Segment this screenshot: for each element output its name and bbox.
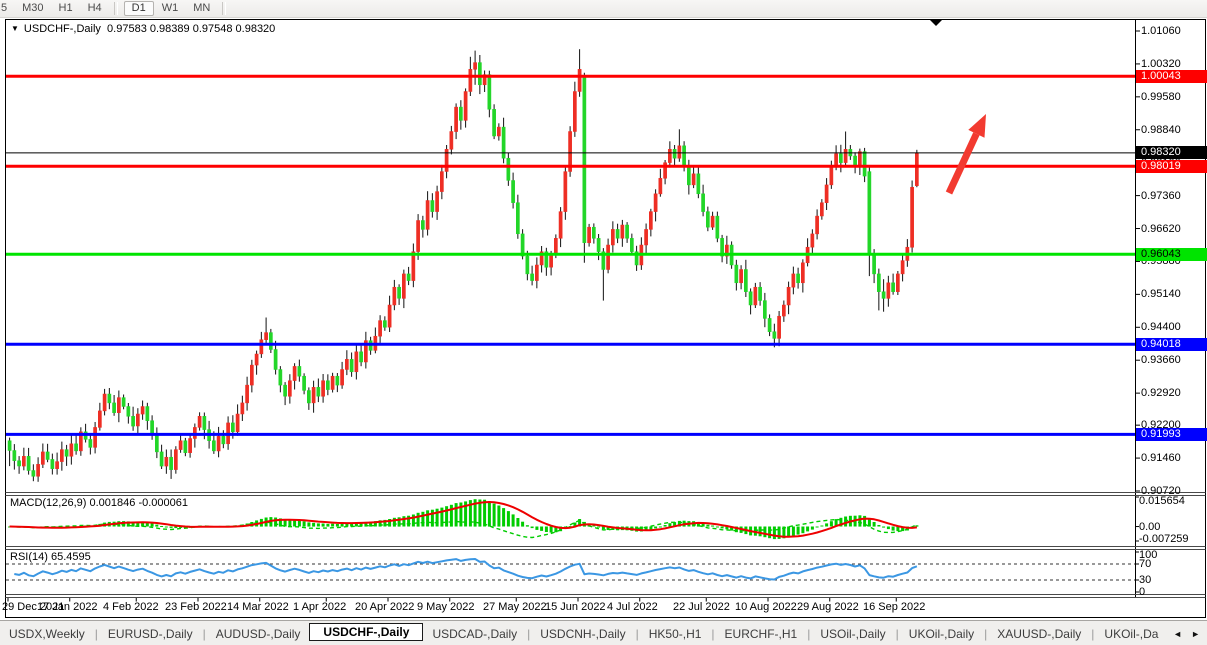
price-tick-label: 0.94400 — [1141, 321, 1181, 334]
price-tick-label: 0.92920 — [1141, 387, 1181, 400]
date-label: 20 Apr 2022 — [355, 601, 415, 613]
macd-signal-value: -0.000061 — [138, 497, 188, 509]
date-label: 29 Aug 2022 — [797, 601, 859, 613]
price-line-label-0.91993: 0.91993 — [1136, 428, 1207, 441]
tab-ukoil-da[interactable]: UKOil-,Da — [1104, 626, 1159, 641]
tab-usdcnh-daily[interactable]: USDCNH-,Daily — [540, 626, 626, 641]
chart-shift-marker[interactable] — [930, 20, 942, 26]
ohlc-high: 0.98389 — [149, 23, 190, 35]
timeframe-button-5[interactable]: 5 — [1, 2, 8, 14]
tab-scroll-buttons: ◄ ► — [1173, 629, 1207, 639]
ohlc-open: 0.97583 — [107, 23, 147, 35]
tab-eurchf-h1[interactable]: EURCHF-,H1 — [724, 626, 798, 641]
date-label: 15 Jun 2022 — [545, 601, 606, 613]
tab-separator: | — [1091, 626, 1095, 641]
price-tick-label: 0.93660 — [1141, 354, 1181, 367]
tab-xauusd-daily[interactable]: XAUUSD-,Daily — [997, 626, 1082, 641]
macd-name: MACD(12,26,9) — [10, 497, 87, 509]
symbol-dropdown-icon[interactable]: ▼ — [11, 24, 19, 33]
tab-scroll-right-icon[interactable]: ► — [1191, 628, 1200, 639]
tab-separator: | — [984, 626, 988, 641]
date-label: 1 Apr 2022 — [293, 601, 347, 613]
toolbar-separator — [113, 2, 118, 15]
tab-separator: | — [202, 626, 206, 641]
tab-audusd-daily[interactable]: AUDUSD-,Daily — [215, 626, 301, 641]
rsi-name: RSI(14) — [10, 551, 48, 563]
date-label: 16 Sep 2022 — [863, 601, 926, 613]
candles-layer[interactable] — [7, 49, 919, 482]
tab-separator: | — [807, 626, 811, 641]
price-tick-label: 0.96620 — [1141, 222, 1181, 235]
price-line-label-1.00043: 1.00043 — [1136, 70, 1207, 83]
macd-main-value: 0.001846 — [89, 497, 136, 509]
macd-osma-dashed-line — [9, 518, 918, 539]
price-tick-label: 1.01060 — [1141, 25, 1181, 37]
timeframe-button-mn[interactable]: MN — [193, 2, 211, 14]
price-line-label-0.96043: 0.96043 — [1136, 248, 1207, 261]
rsi-tick-30: 30 — [1139, 574, 1152, 586]
tab-usdx-weekly[interactable]: USDX,Weekly — [9, 626, 85, 641]
rsi-value: 65.4595 — [50, 551, 91, 563]
macd-indicator-label: MACD(12,26,9) 0.001846 -0.000061 — [10, 497, 188, 509]
tab-usdchf-daily[interactable]: USDCHF-,Daily — [309, 623, 424, 641]
toolbar-separator — [222, 2, 227, 15]
price-tick-label: 0.91460 — [1141, 452, 1181, 465]
date-label: 29 Dec 2021 — [2, 601, 65, 613]
macd-tick-min: -0.007259 — [1139, 533, 1189, 545]
tab-separator: | — [527, 626, 531, 641]
date-label: 10 Aug 2022 — [735, 601, 797, 613]
tab-ukoil-daily[interactable]: UKOil-,Daily — [908, 626, 975, 641]
rsi-line — [14, 558, 918, 581]
tab-scroll-left-icon[interactable]: ◄ — [1173, 628, 1183, 639]
tab-eurusd-daily[interactable]: EURUSD-,Daily — [107, 626, 193, 641]
symbol-tab-bar: USDX,Weekly | EURUSD-,Daily | AUDUSD-,Daily U… — [0, 620, 1207, 645]
price-tick-label: 0.98840 — [1141, 123, 1181, 136]
date-label: 14 Mar 2022 — [227, 601, 289, 613]
price-line-label-0.98019: 0.98019 — [1136, 160, 1207, 173]
timeframe-button-d1[interactable]: D1 — [123, 1, 154, 16]
chart-symbol-label: USDCHF-,Daily — [23, 23, 101, 35]
timeframe-toolbar: 5 M30 H1 H4 D1 W1 MN — [0, 0, 1207, 18]
timeframe-button-h1[interactable]: H1 — [58, 2, 73, 14]
ohlc-low: 0.97548 — [192, 23, 233, 35]
price-tick-label: 0.97360 — [1141, 189, 1181, 202]
tab-usdcad-daily[interactable]: USDCAD-,Daily — [432, 626, 518, 641]
price-line-label-0.98320: 0.98320 — [1136, 146, 1207, 159]
tab-hk50-h1[interactable]: HK50-,H1 — [648, 626, 702, 641]
macd-tick-max: 0.015654 — [1139, 495, 1185, 507]
price-tick-label: 0.95140 — [1141, 288, 1181, 301]
rsi-tick-70: 70 — [1139, 558, 1152, 570]
rsi-indicator-label: RSI(14) 65.4595 — [10, 551, 91, 563]
tab-separator: | — [94, 626, 98, 641]
date-label: 9 May 2022 — [417, 601, 475, 613]
macd-tick-zero: 0.00 — [1139, 521, 1161, 533]
date-label: 4 Jul 2022 — [607, 601, 658, 613]
date-label: 22 Jul 2022 — [673, 601, 730, 613]
date-label: 4 Feb 2022 — [103, 601, 159, 613]
chart-window-border — [5, 19, 1206, 618]
tab-usoil-daily[interactable]: USOil-,Daily — [820, 626, 886, 641]
tab-separator: | — [711, 626, 715, 641]
trend-arrow-shaft[interactable] — [945, 132, 980, 195]
timeframe-button-h4[interactable]: H4 — [87, 2, 102, 14]
timeframe-button-w1[interactable]: W1 — [161, 2, 179, 14]
ohlc-close: 0.98320 — [235, 23, 276, 35]
price-line-label-0.94018: 0.94018 — [1136, 338, 1207, 351]
timeframe-button-m30[interactable]: M30 — [22, 2, 44, 14]
price-tick-label: 0.90720 — [1141, 485, 1181, 497]
chart-title: ▼ USDCHF-,Daily 0.97583 0.98389 0.97548 0… — [11, 23, 275, 35]
macd-signal-line — [9, 501, 918, 538]
tab-separator: | — [895, 626, 899, 641]
date-label: 27 May 2022 — [483, 601, 547, 613]
date-label: 17 Jan 2022 — [37, 601, 98, 613]
date-label: 23 Feb 2022 — [165, 601, 227, 613]
rsi-tick-0: 0 — [1139, 586, 1146, 598]
price-tick-label: 1.00320 — [1141, 57, 1181, 70]
tab-separator: | — [635, 626, 639, 641]
trend-arrow-head[interactable] — [968, 114, 986, 138]
rsi-tick-100: 100 — [1139, 549, 1158, 561]
price-tick-label: 0.99580 — [1141, 90, 1181, 103]
